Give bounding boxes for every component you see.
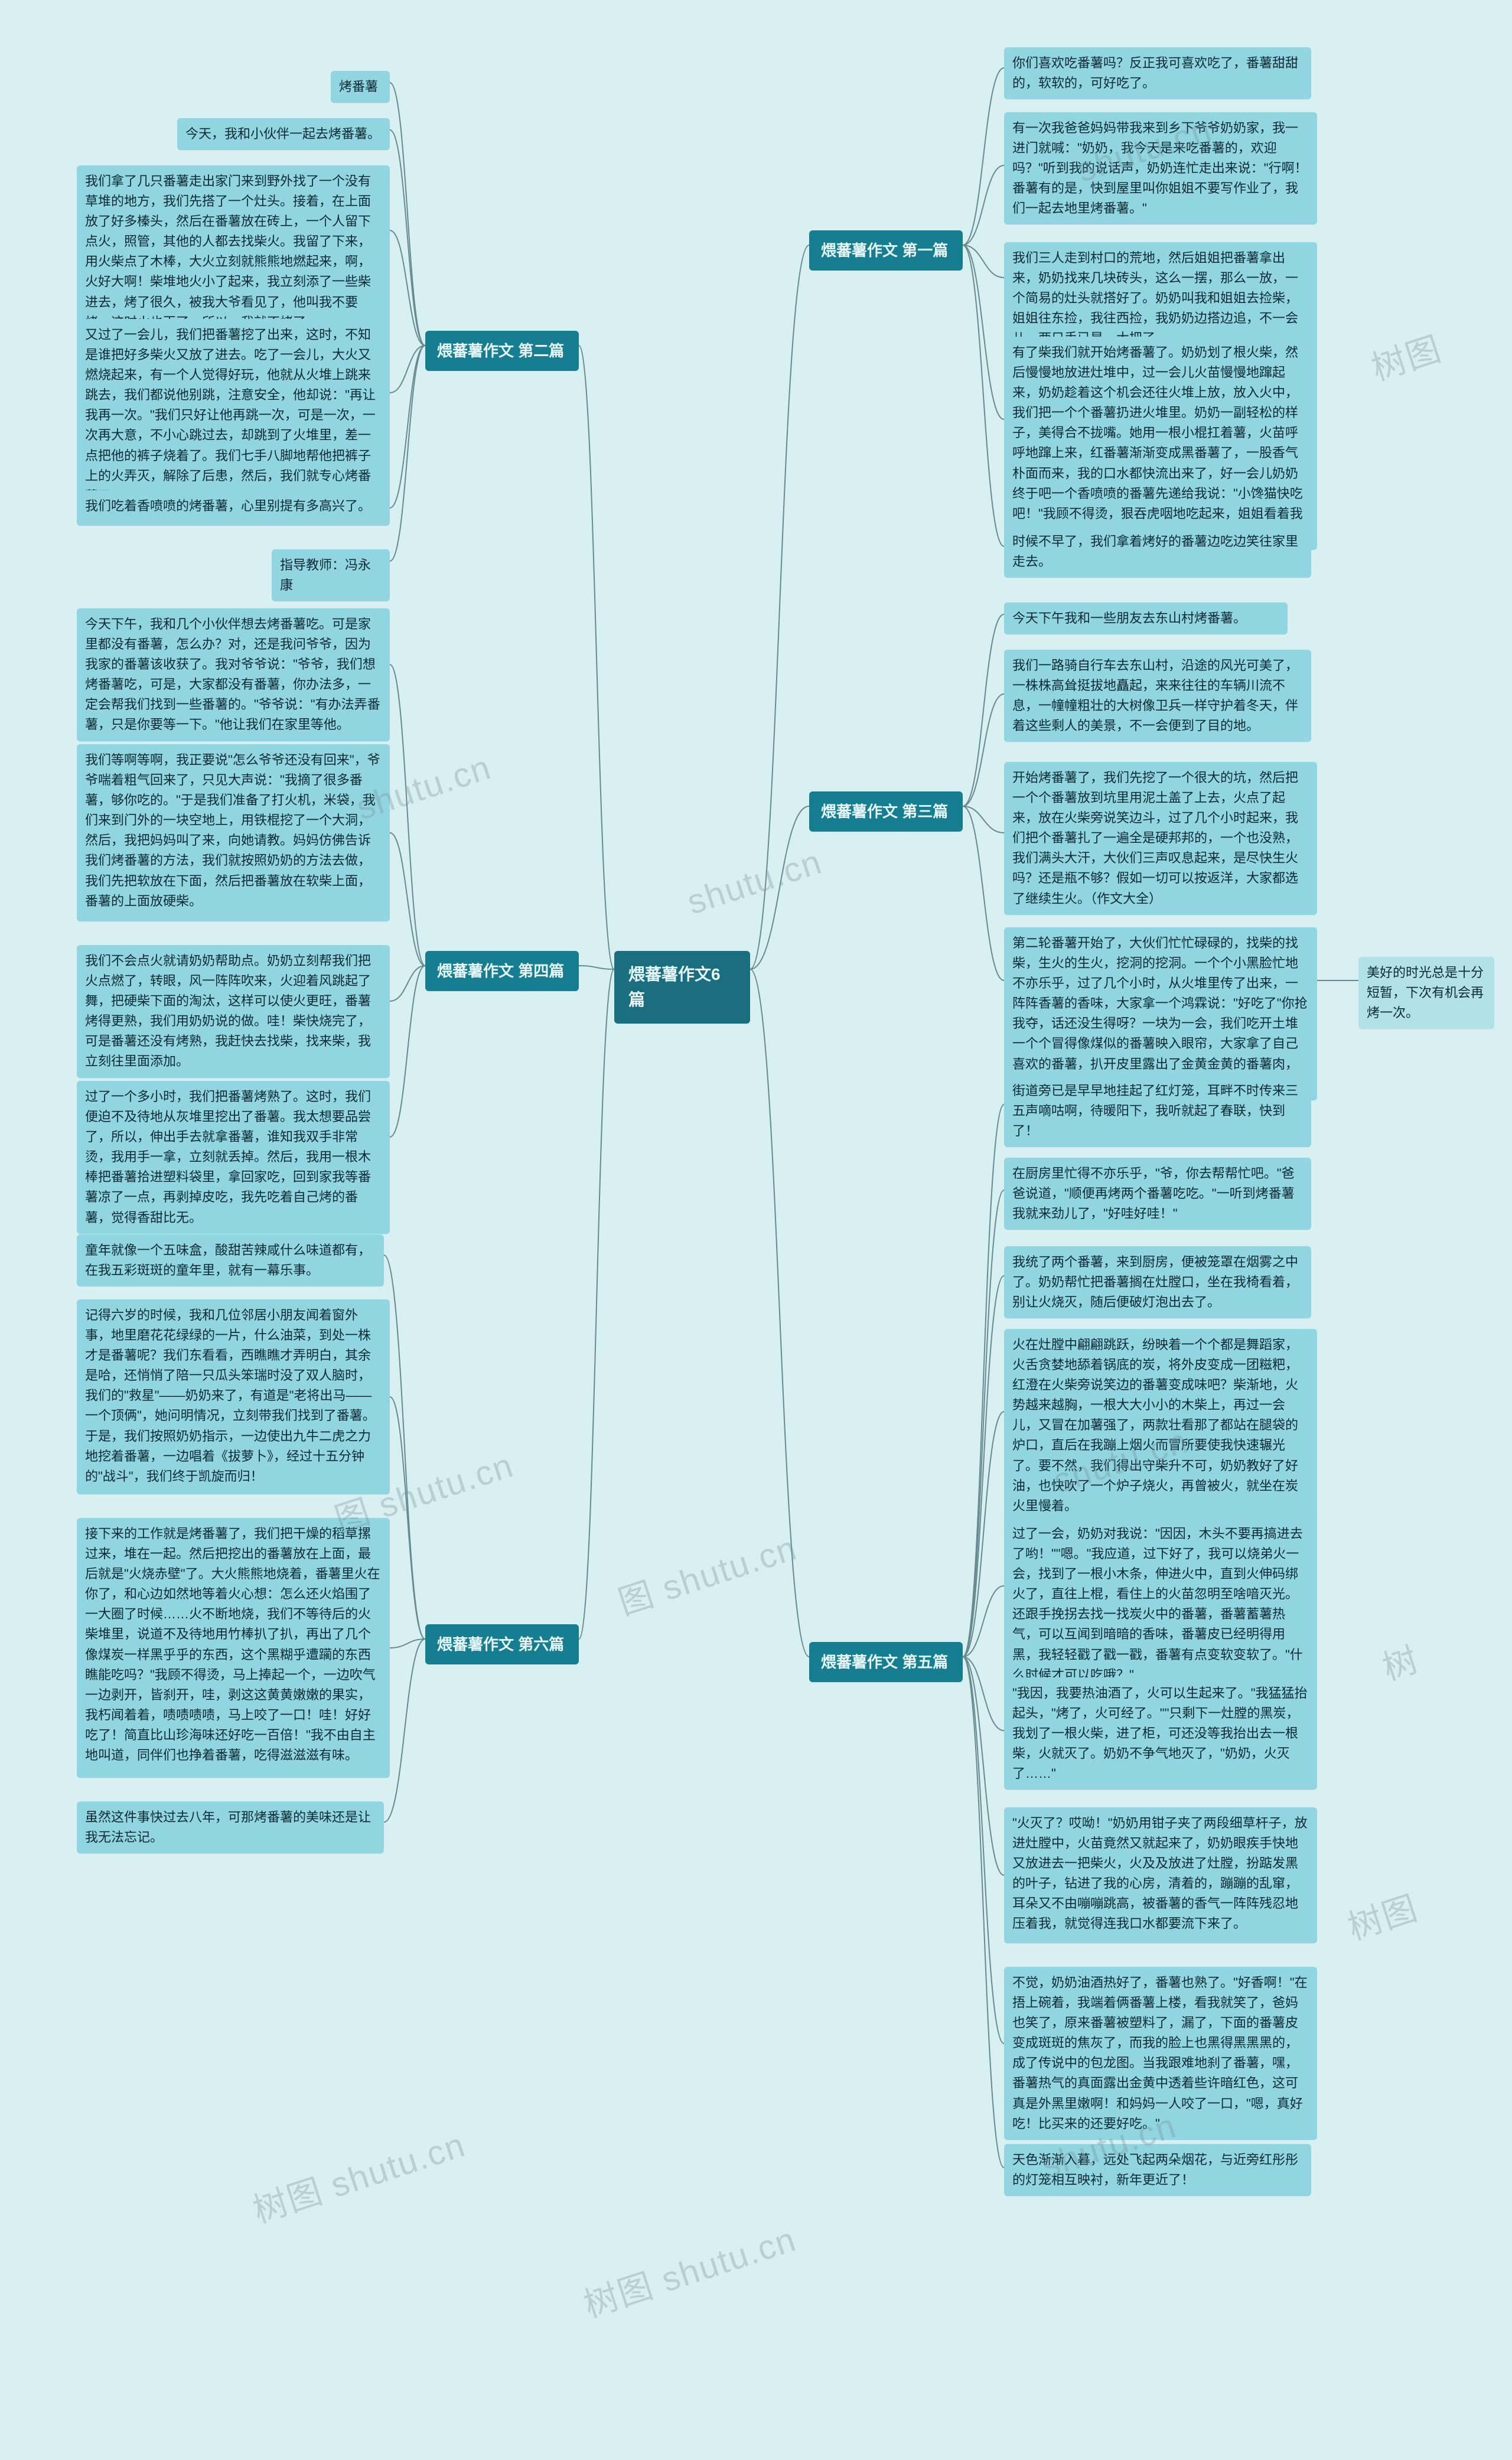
mindmap-canvas: 煨蕃薯作文6篇 煨蕃薯作文 第一篇 你们喜欢吃番薯吗？反正我可喜欢吃了，番薯甜甜的，… [0,0,1512,2460]
branch-node: 煨蕃薯作文 第五篇 [809,1642,963,1682]
leaf-node: 我们吃着香喷喷的烤番薯，心里别提有多高兴了。 [77,490,390,526]
leaf-node: 又过了一会儿，我们把番薯挖了出来，这时，不知是谁把好多柴火又放了进去。吃了一会儿… [77,319,390,512]
branch-node: 煨蕃薯作文 第六篇 [425,1624,579,1664]
branch-node: 煨蕃薯作文 第四篇 [425,951,579,991]
leaf-node: 我们拿了几只番薯走出家门来到野外找了一个没有草堆的地方，我们先搭了一个灶头。接着… [77,165,390,338]
leaf-node: 我们一路骑自行车去东山村，沿途的风光可美了，一株株高耸挺拔地矗起，来来往往的车辆… [1004,650,1311,742]
watermark: 树图 [1364,321,1447,390]
leaf-node: 街道旁已是早早地挂起了红灯笼，耳畔不时传来三五声嘀咕啊，待暖阳下，我听就起了春联… [1004,1075,1311,1147]
leaf-node: 开始烤番薯了，我们先挖了一个很大的坑，然后把一个个番薯放到坑里用泥土盖了上去，火… [1004,762,1317,915]
watermark: 树图 shutu.cn [246,2117,471,2232]
leaf-node: 在厨房里忙得不亦乐乎，"爷，你去帮帮忙吧。"爸爸说道，"顺便再烤两个番薯吃吃。"… [1004,1158,1311,1230]
watermark: shutu.cn [682,842,826,922]
leaf-node: 不觉，奶奶油酒热好了，番薯也熟了。"好香啊！"在捂上碗着，我端着俩番薯上楼，看我… [1004,1967,1317,2140]
leaf-node: 有一次我爸爸妈妈带我来到乡下爷爷奶奶家，我一进门就喊："奶奶，我今天是来吃番薯的… [1004,112,1317,224]
leaf-node: 烤番薯 [331,71,390,103]
leaf-node: 你们喜欢吃番薯吗？反正我可喜欢吃了，番薯甜甜的，软软的，可好吃了。 [1004,47,1311,99]
leaf-node: 时候不早了，我们拿着烤好的番薯边吃边笑往家里走去。 [1004,526,1311,578]
leaf-node: 我统了两个番薯，来到厨房，便被笼罩在烟雾之中了。奶奶帮忙把番薯搁在灶膛口，坐在我… [1004,1246,1311,1318]
leaf-node: 指导教师：冯永康 [272,549,390,601]
branch-node: 煨蕃薯作文 第三篇 [809,791,963,832]
leaf-node: 童年就像一个五味盒，酸甜苦辣咸什么味道都有，在我五彩斑斑的童年里，就有一幕乐事。 [77,1234,384,1286]
leaf-node: 今天，我和小伙伴一起去烤番薯。 [177,118,390,150]
branch-node: 煨蕃薯作文 第二篇 [425,331,579,371]
leaf-node: 有了柴我们就开始烤番薯了。奶奶划了根火柴，然后慢慢地放进灶堆中，过一会儿火苗慢慢… [1004,337,1317,550]
leaf-node: 我们不会点火就请奶奶帮助点。奶奶立刻帮我们把火点燃了，转眼，风一阵阵吹来，火迎着… [77,945,390,1078]
leaf-node: 第二轮番薯开始了，大伙们忙忙碌碌的，找柴的找柴，生火的生火，挖洞的挖洞。一个个小… [1004,927,1317,1100]
leaf-node: 我们等啊等啊，我正要说"怎么爷爷还没有回来"，爷爷喘着粗气回来了，只见大声说："… [77,744,390,921]
leaf-node: 过了一个多小时，我们把番薯烤熟了。这时，我们便迫不及待地从灰堆里挖出了番薯。我太… [77,1081,390,1234]
leaf-node: 过了一会，奶奶对我说："因因，木头不要再搞进去了哟！""嗯。"我应道，过下好了，… [1004,1518,1317,1691]
watermark: 树图 [1341,1881,1423,1950]
leaf-node: 火在灶膛中翩翩跳跃，纷映着一个个都是舞蹈家，火舌贪婪地舔着锅底的炭，将外皮变成一… [1004,1329,1317,1522]
leaf-node: "我因，我要热油酒了，火可以生起来了。"我猛猛抬起头，"烤了，火可经了。""只剩… [1004,1677,1317,1790]
watermark: 树 [1375,1632,1424,1690]
leaf-node: 接下来的工作就是烤番薯了，我们把干燥的稻草摞过来，堆在一起。然后把挖出的番薯放在… [77,1518,390,1778]
leaf-node: 虽然这件事快过去八年，可那烤番薯的美味还是让我无法忘记。 [77,1801,384,1853]
leaf-node: 今天下午，我和几个小伙伴想去烤番薯吃。可是家里都没有番薯，怎么办？对，还是我问爷… [77,608,390,741]
watermark: 树图 shutu.cn [576,2211,801,2327]
leaf-node: 今天下午我和一些朋友去东山村烤番薯。 [1004,602,1288,634]
leaf-node: 美好的时光总是十分短暂，下次有机会再烤一次。 [1358,957,1494,1029]
leaf-node: 记得六岁的时候，我和几位邻居小朋友闻着窗外事，地里磨花花绿绿的一片，什么油菜，到… [77,1299,390,1494]
leaf-node: 天色渐渐入暮，远处飞起两朵烟花，与近旁红彤彤的灯笼相互映衬，新年更近了！ [1004,2144,1311,2196]
leaf-node: "火灭了？哎呦！"奶奶用钳子夹了两段细草杆子，放进灶膛中，火苗竟然又就起来了，奶… [1004,1807,1317,1943]
watermark: 图 shutu.cn [611,1520,803,1625]
root-node: 煨蕃薯作文6篇 [614,951,750,1024]
branch-node: 煨蕃薯作文 第一篇 [809,230,963,271]
